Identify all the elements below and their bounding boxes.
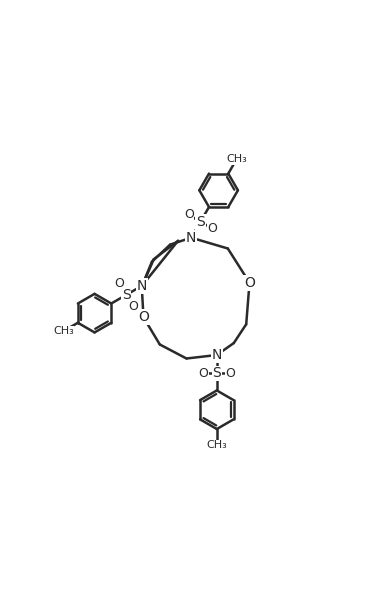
- Text: N: N: [137, 279, 147, 293]
- Text: S: S: [196, 215, 205, 229]
- Text: CH₃: CH₃: [53, 326, 74, 336]
- Text: O: O: [138, 310, 149, 324]
- Text: O: O: [207, 222, 217, 235]
- Text: CH₃: CH₃: [206, 440, 227, 450]
- Text: O: O: [198, 367, 208, 380]
- Text: S: S: [212, 366, 221, 381]
- Text: O: O: [128, 300, 138, 313]
- Text: O: O: [184, 209, 194, 222]
- Text: CH₃: CH₃: [226, 154, 247, 164]
- Text: N: N: [212, 348, 222, 362]
- Text: S: S: [122, 288, 130, 302]
- Text: O: O: [225, 367, 235, 380]
- Text: O: O: [114, 277, 124, 290]
- Text: N: N: [186, 230, 197, 245]
- Text: O: O: [244, 275, 255, 290]
